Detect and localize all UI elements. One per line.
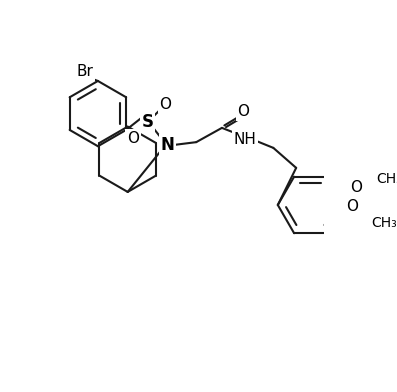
Text: CH₃: CH₃ <box>376 172 397 186</box>
Text: S: S <box>142 113 154 131</box>
Text: CH₃: CH₃ <box>372 216 397 230</box>
Text: O: O <box>350 180 362 194</box>
Text: O: O <box>160 97 172 112</box>
Text: O: O <box>127 131 139 146</box>
Text: Br: Br <box>77 65 94 80</box>
Text: N: N <box>161 136 175 154</box>
Text: O: O <box>346 199 358 214</box>
Text: NH: NH <box>233 132 256 147</box>
Text: O: O <box>237 104 249 119</box>
